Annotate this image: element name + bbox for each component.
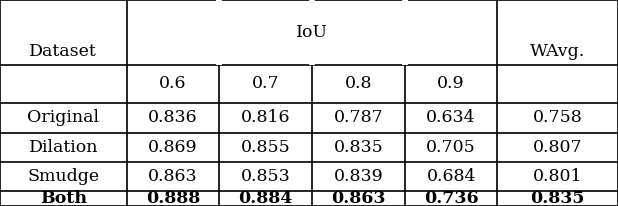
Text: 0.801: 0.801 [533,168,583,185]
Text: 0.835: 0.835 [530,190,585,206]
Text: 0.807: 0.807 [533,139,583,156]
Text: 0.836: 0.836 [148,109,198,126]
Text: Dataset: Dataset [30,43,97,60]
Text: 0.634: 0.634 [426,109,476,126]
Text: 0.787: 0.787 [334,109,383,126]
Text: 0.736: 0.736 [424,190,478,206]
Text: 0.853: 0.853 [241,168,290,185]
Text: Smudge: Smudge [27,168,99,185]
Text: WAvg.: WAvg. [530,43,585,60]
Text: Dilation: Dilation [28,139,98,156]
Text: 0.888: 0.888 [146,190,200,206]
Text: 0.684: 0.684 [426,168,476,185]
Text: Original: Original [27,109,99,126]
Text: 0.816: 0.816 [241,109,290,126]
Text: Both: Both [40,190,87,206]
Text: 0.835: 0.835 [334,139,383,156]
Text: 0.705: 0.705 [426,139,476,156]
Text: 0.855: 0.855 [241,139,290,156]
Text: IoU: IoU [296,24,328,41]
Text: 0.7: 0.7 [252,75,279,92]
Text: 0.884: 0.884 [239,190,293,206]
Text: 0.9: 0.9 [438,75,465,92]
Text: 0.8: 0.8 [345,75,372,92]
Text: 0.869: 0.869 [148,139,198,156]
Text: 0.6: 0.6 [159,75,187,92]
Text: 0.839: 0.839 [334,168,383,185]
Text: 0.863: 0.863 [148,168,198,185]
Text: 0.758: 0.758 [533,109,583,126]
Text: 0.863: 0.863 [331,190,386,206]
